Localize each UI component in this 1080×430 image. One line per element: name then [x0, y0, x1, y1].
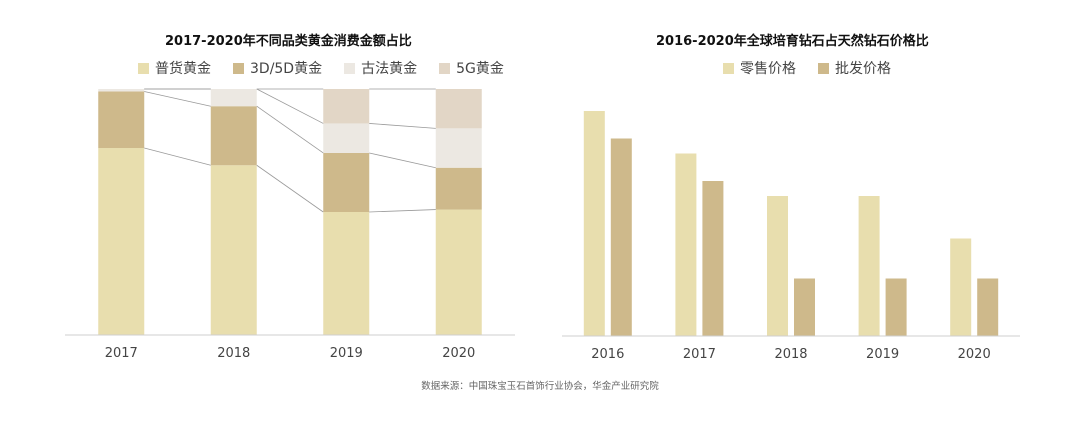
bar: [950, 238, 972, 336]
legend-label: 3D/5D黄金: [250, 61, 323, 77]
legend-swatch: [439, 62, 451, 74]
bar: [583, 111, 605, 336]
bar-segment: [435, 128, 482, 168]
x-tick-label: 2018: [217, 346, 250, 361]
bar-segment: [98, 89, 145, 92]
bar-segment: [323, 152, 370, 212]
legend-label: 5G黄金: [456, 61, 504, 77]
connector-line: [369, 152, 436, 169]
bar-segment: [98, 91, 145, 149]
bar-segment: [323, 123, 370, 153]
legend-label: 古法黄金: [361, 61, 418, 77]
bar: [858, 196, 880, 336]
x-tick-label: 2019: [330, 346, 363, 361]
bar: [702, 181, 724, 336]
stacked-bar-plot: 2017 2018 2019 2020: [65, 88, 515, 361]
x-tick-label: 2017: [105, 346, 138, 361]
bar: [610, 138, 632, 336]
legend-label: 普货黄金: [155, 61, 211, 77]
legend-item: 批发价格: [818, 58, 891, 78]
chart-legend: 普货黄金 3D/5D黄金 古法黄金 5G黄金: [138, 58, 504, 78]
chart-title: 2017-2020年不同品类黄金消费金额占比: [165, 34, 412, 49]
bar: [977, 278, 999, 336]
connector-line: [369, 209, 436, 213]
connector-line: [256, 88, 324, 124]
bar-segment: [435, 89, 482, 129]
grouped-bar-plot: 2016 2017 2018 2019 2020: [562, 111, 1020, 362]
connector-line: [144, 91, 211, 107]
bar: [794, 278, 815, 336]
bar: [675, 153, 697, 336]
bar-segment: [435, 209, 482, 335]
connector-line: [369, 123, 436, 129]
bar-segment: [210, 89, 257, 107]
connector-line: [256, 164, 324, 213]
bar-segment: [323, 89, 370, 124]
bar-segment: [435, 167, 482, 210]
legend-item: 普货黄金: [138, 58, 211, 78]
legend-swatch: [233, 62, 244, 74]
legend-swatch: [344, 62, 356, 74]
legend-item: 零售价格: [723, 58, 796, 78]
chart-legend: 零售价格 批发价格: [723, 58, 891, 78]
bar-segment: [323, 212, 370, 335]
legend-swatch: [818, 62, 829, 74]
legend-label: 批发价格: [835, 61, 891, 77]
diamond-price-chart: 2016-2020年全球培育钻石占天然钻石价格比 零售价格 批发价格 2016 2…: [540, 0, 1080, 370]
legend-item: 古法黄金: [344, 58, 417, 78]
legend-item: 5G黄金: [439, 58, 504, 78]
chart-title: 2016-2020年全球培育钻石占天然钻石价格比: [656, 34, 929, 49]
x-tick-label: 2017: [683, 347, 716, 362]
x-tick-label: 2019: [866, 347, 899, 362]
bar: [767, 196, 788, 336]
x-tick-label: 2020: [442, 346, 475, 361]
legend-label: 零售价格: [740, 61, 796, 77]
x-tick-label: 2016: [591, 347, 624, 362]
bar-segment: [210, 106, 257, 166]
legend-swatch: [138, 62, 149, 74]
bar: [885, 278, 907, 336]
connector-line: [256, 105, 324, 154]
bar-segment: [210, 165, 257, 335]
x-tick-label: 2018: [774, 347, 807, 362]
bar-segment: [98, 148, 145, 335]
legend-swatch: [723, 62, 734, 74]
x-tick-label: 2020: [958, 347, 991, 362]
connector-line: [144, 147, 211, 166]
gold-consumption-chart: 2017-2020年不同品类黄金消费金额占比 普货黄金 3D/5D黄金 古法黄金…: [0, 0, 540, 370]
legend-item: 3D/5D黄金: [233, 58, 322, 78]
source-note: 数据来源：中国珠宝玉石首饰行业协会，华金产业研究院: [421, 381, 659, 392]
